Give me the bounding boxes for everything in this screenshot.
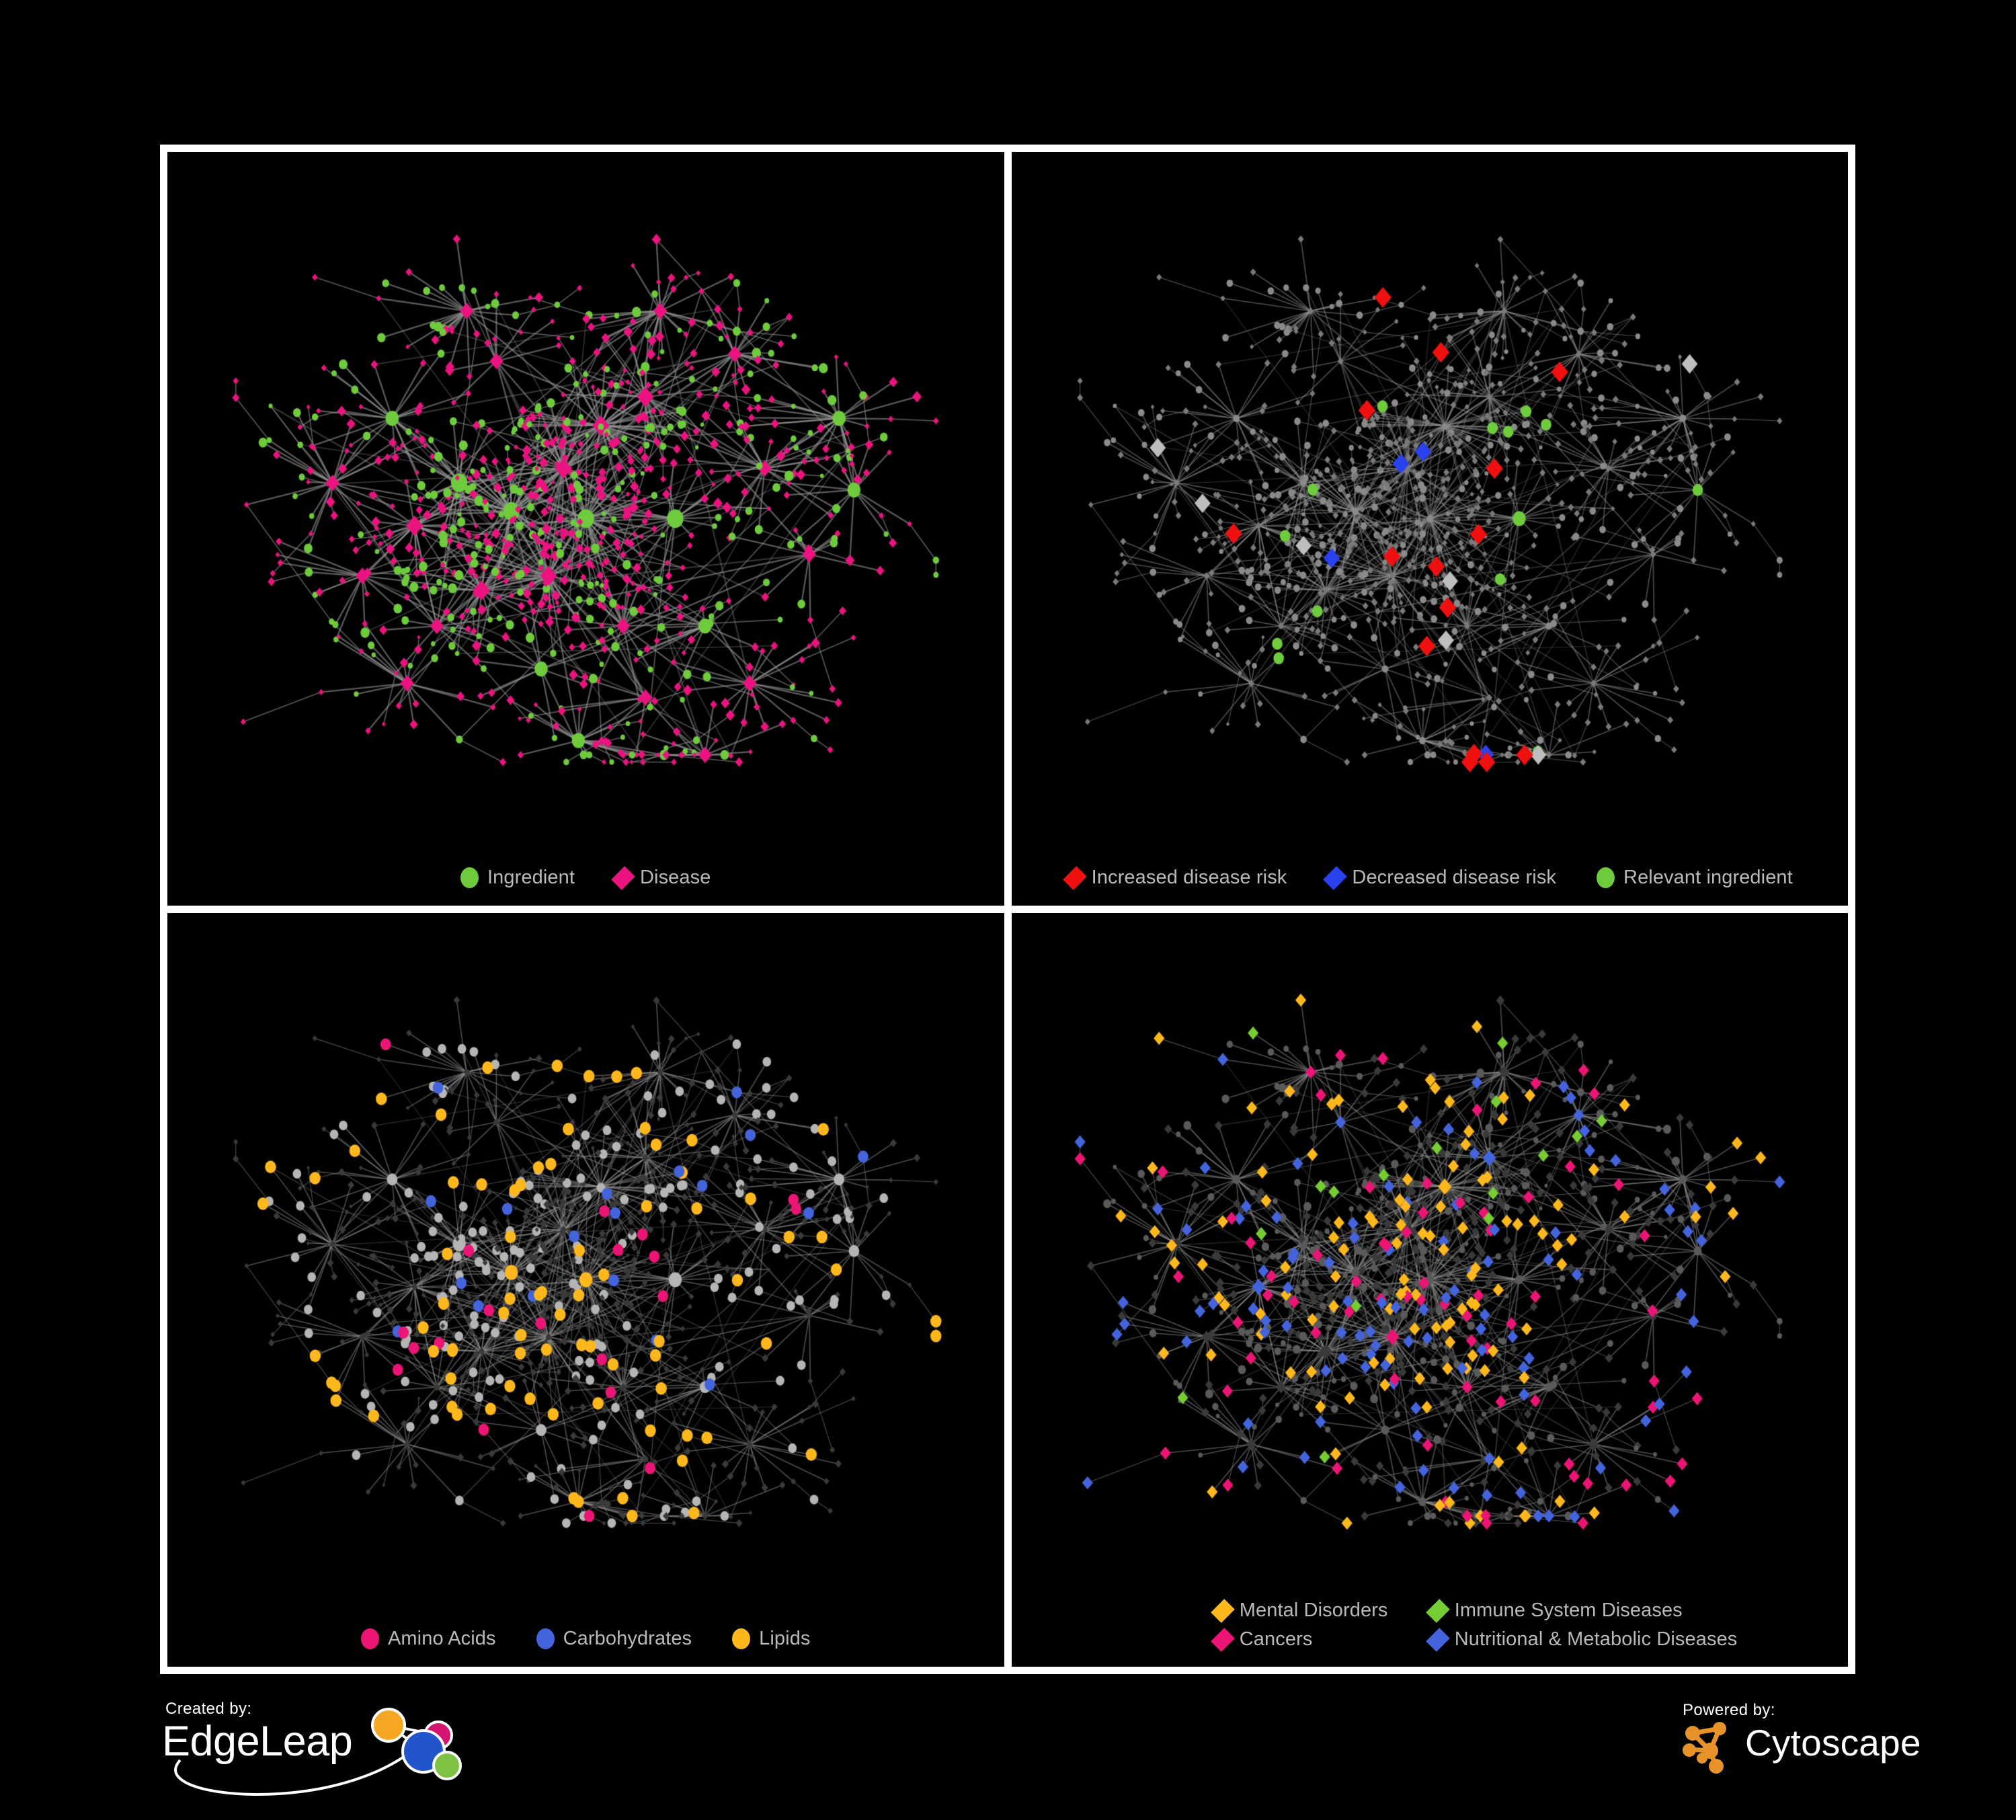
- cancers-diamond-icon: [1210, 1627, 1235, 1652]
- legend-item[interactable]: Decreased disease risk: [1323, 865, 1557, 890]
- carbohydrates-circle-icon: [536, 1628, 555, 1649]
- legend-item[interactable]: Lipids: [732, 1628, 810, 1649]
- legend-item-label: Amino Acids: [387, 1628, 496, 1649]
- legend-item-label: Disease: [640, 867, 711, 888]
- legend-item[interactable]: Amino Acids: [360, 1628, 496, 1649]
- cytoscape-wordmark: Cytoscape: [1745, 1722, 1921, 1764]
- amino-acids-circle-icon: [360, 1628, 379, 1649]
- network-canvas-disease-risk[interactable]: [1011, 152, 1848, 906]
- panel-disease-risk[interactable]: Increased disease risk Decreased disease…: [1011, 152, 1849, 906]
- network-canvas-ingredient-classes[interactable]: [167, 913, 1004, 1667]
- relevant-ingredient-circle-icon: [1597, 867, 1615, 888]
- immune-system-diseases-diamond-icon: [1425, 1598, 1450, 1623]
- legend-ingredient-classes: Amino Acids Carbohydrates Lipids: [167, 1628, 1004, 1649]
- legend-item-label: Cancers: [1239, 1628, 1313, 1650]
- legend-disease-risk: Increased disease risk Decreased disease…: [1012, 865, 1849, 890]
- lipids-circle-icon: [732, 1628, 751, 1649]
- legend-item[interactable]: Relevant ingredient: [1597, 867, 1793, 888]
- disease-diamond-icon: [611, 865, 635, 890]
- panel-ingredient-classes[interactable]: Amino Acids Carbohydrates Lipids: [167, 913, 1004, 1667]
- edgeleap-wordmark: EdgeLeap: [162, 1718, 353, 1765]
- cytoscape-logo[interactable]: Powered by: Cytoscape: [1681, 1701, 1963, 1802]
- legend-item-label: Immune System Diseases: [1454, 1599, 1683, 1621]
- legend-item-label: Nutritional & Metabolic Diseases: [1454, 1628, 1738, 1650]
- legend-item-label: Relevant ingredient: [1623, 867, 1793, 888]
- legend-item[interactable]: Increased disease risk: [1062, 865, 1287, 890]
- cytoscape-mark-icon: [1683, 1722, 1726, 1774]
- legend-item-label: Mental Disorders: [1239, 1599, 1388, 1621]
- legend-disease-classes: Mental Disorders Immune System Diseases …: [1210, 1598, 1737, 1652]
- mental-disorders-diamond-icon: [1210, 1598, 1235, 1623]
- legend-item-label: Lipids: [759, 1628, 811, 1649]
- legend-item[interactable]: Cancers: [1210, 1627, 1430, 1652]
- decreased-risk-diamond-icon: [1323, 865, 1348, 890]
- footer-branding: Created by: EdgeLeap Powered by: Cy: [0, 1678, 2016, 1820]
- powered-by-label: Powered by:: [1683, 1701, 1775, 1719]
- nutritional-metabolic-diseases-diamond-icon: [1425, 1627, 1450, 1652]
- panel-ingredient-disease[interactable]: Ingredient Disease: [167, 152, 1004, 906]
- panel-grid: Ingredient Disease Increased disease ris…: [160, 145, 1855, 1674]
- legend-item-label: Ingredient: [487, 867, 575, 888]
- legend-item[interactable]: Nutritional & Metabolic Diseases: [1425, 1627, 1737, 1652]
- network-canvas-disease-classes[interactable]: [1011, 913, 1848, 1667]
- legend-item[interactable]: Mental Disorders: [1210, 1598, 1430, 1623]
- edgeleap-logo[interactable]: Created by: EdgeLeap: [160, 1698, 476, 1806]
- ingredient-circle-icon: [460, 867, 479, 888]
- created-by-label: Created by:: [165, 1700, 252, 1718]
- panel-disease-classes[interactable]: Mental Disorders Immune System Diseases …: [1011, 913, 1848, 1667]
- network-canvas-ingredient-disease[interactable]: [167, 152, 1004, 906]
- legend-item[interactable]: Immune System Diseases: [1425, 1598, 1683, 1623]
- edgeleap-mark-icon: [174, 1708, 462, 1796]
- legend-item-label: Decreased disease risk: [1352, 867, 1557, 888]
- legend-item-label: Carbohydrates: [563, 1628, 692, 1649]
- legend-item[interactable]: Disease: [611, 865, 711, 890]
- legend-item[interactable]: Carbohydrates: [536, 1628, 692, 1649]
- legend-ingredient-disease: Ingredient Disease: [167, 865, 1004, 890]
- figure-frame: Ingredient Disease Increased disease ris…: [160, 145, 1855, 1674]
- legend-item-label: Increased disease risk: [1091, 867, 1287, 888]
- legend-item[interactable]: Ingredient: [460, 867, 575, 888]
- increased-risk-diamond-icon: [1062, 865, 1087, 890]
